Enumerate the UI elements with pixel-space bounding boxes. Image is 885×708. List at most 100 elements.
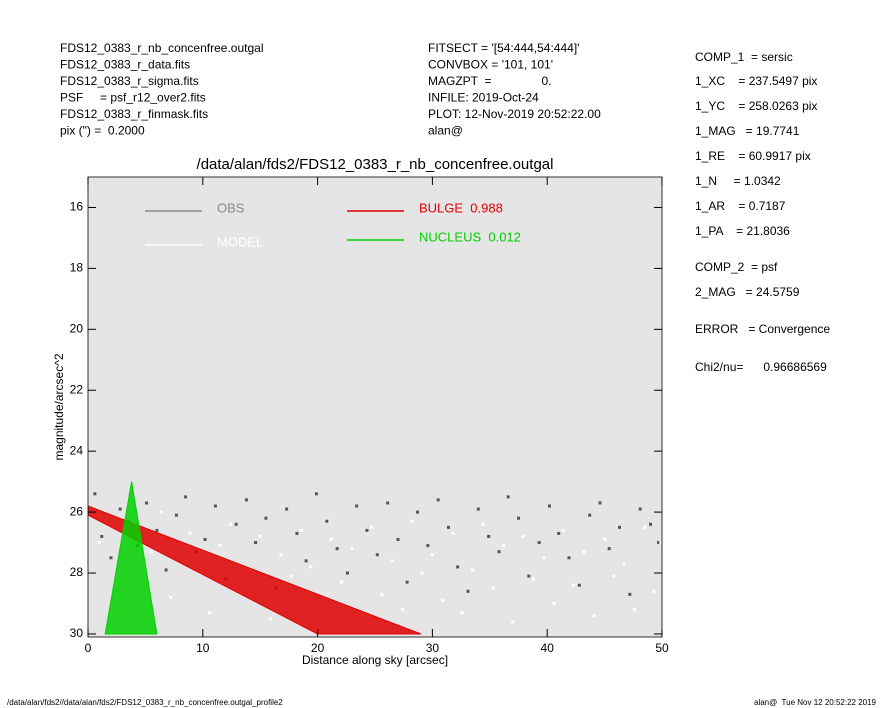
data-point (537, 541, 541, 545)
legend-label: NUCLEUS 0.012 (419, 229, 521, 244)
plot-area (88, 177, 662, 637)
data-point (164, 568, 168, 572)
data-point (420, 571, 424, 575)
header-line: alan@ (428, 124, 463, 138)
data-point (430, 553, 434, 557)
data-point (155, 528, 159, 532)
fit-param: 1_MAG = 19.7741 (695, 124, 800, 138)
header-line: CONVBOX = '101, 101' (428, 58, 553, 72)
data-point (370, 525, 374, 529)
data-point (517, 516, 520, 520)
header-line: FDS12_0383_r_sigma.fits (60, 74, 199, 88)
data-point (109, 556, 113, 560)
profile-area (104, 481, 158, 635)
fit-param: 1_N = 1.0342 (695, 174, 781, 188)
data-point (577, 583, 581, 587)
data-point (100, 534, 104, 538)
data-point (598, 501, 602, 505)
data-point (491, 586, 495, 590)
data-point (213, 504, 217, 508)
data-point (300, 528, 304, 532)
data-point (603, 538, 607, 542)
data-point (476, 507, 480, 511)
chart-title: /data/alan/fds2/FDS12_0383_r_nb_concenfr… (197, 156, 554, 173)
header-line: FITSECT = '[54:444,54:444]' (428, 41, 579, 55)
data-point (285, 507, 289, 511)
data-point (632, 608, 636, 612)
data-point (521, 534, 525, 538)
data-point (527, 574, 531, 578)
header-line: FDS12_0383_r_data.fits (60, 58, 190, 72)
data-point (97, 541, 101, 545)
data-point (234, 522, 238, 526)
data-point (547, 504, 551, 508)
data-point (174, 513, 178, 517)
data-point (309, 565, 313, 569)
fit-param: 1_XC = 237.5497 pix (695, 74, 817, 88)
y-tick-label: 28 (70, 565, 84, 579)
x-axis-label: Distance along sky [arcsec] (302, 653, 448, 667)
data-point (567, 556, 571, 560)
y-tick-label: 24 (70, 443, 84, 457)
data-point (390, 559, 394, 563)
data-point (502, 544, 506, 548)
legend-label: MODEL (217, 234, 263, 249)
header-line: INFILE: 2019-Oct-24 (428, 91, 539, 105)
data-point (557, 531, 561, 535)
data-point (657, 541, 661, 545)
x-tick-label: 40 (541, 641, 555, 655)
data-point (487, 534, 491, 538)
y-tick-label: 30 (70, 626, 84, 640)
plot-frame (87, 176, 663, 638)
data-point (396, 538, 400, 542)
data-point (451, 531, 455, 535)
x-tick-label: 20 (311, 641, 325, 655)
data-point (436, 498, 440, 502)
data-point (401, 608, 405, 612)
data-point (228, 522, 232, 526)
data-point (93, 492, 97, 496)
header-line: FDS12_0383_r_nb_concenfree.outgal (60, 41, 263, 55)
data-point (375, 553, 379, 557)
fit-param: 1_AR = 0.7187 (695, 199, 786, 213)
data-point (460, 611, 464, 615)
data-point (405, 580, 409, 584)
y-tick-label: 16 (70, 200, 84, 214)
data-point (410, 519, 414, 523)
data-point (340, 580, 344, 584)
footer-left: /data/alan/fds2//data/alan/fds2/FDS12_03… (7, 698, 283, 707)
header-line: PSF = psf_r12_over2.fits (60, 91, 206, 105)
data-point (572, 583, 576, 587)
data-point (506, 495, 510, 499)
data-point (149, 550, 153, 554)
legend-label: OBS (217, 200, 245, 215)
data-point (169, 595, 173, 599)
data-point (208, 611, 212, 615)
data-point (145, 501, 149, 505)
data-point (325, 519, 329, 523)
header-line: PLOT: 12-Nov-2019 20:52:22.00 (428, 107, 601, 121)
data-point (335, 547, 339, 551)
data-point (561, 528, 565, 532)
data-point (254, 541, 258, 545)
fit-param: 1_PA = 21.8036 (695, 224, 790, 238)
data-point (258, 534, 262, 538)
data-point (188, 531, 192, 535)
data-point (531, 577, 535, 581)
data-point (269, 617, 273, 621)
fit-param: 2_MAG = 24.5759 (695, 285, 800, 299)
data-point (345, 571, 349, 575)
fit-param: Chi2/nu= 0.96686569 (695, 360, 827, 374)
legend-label: BULGE 0.988 (419, 200, 503, 215)
data-point (552, 601, 556, 605)
data-point (415, 510, 419, 514)
data-point (471, 568, 475, 572)
header-line: pix (") = 0.2000 (60, 124, 145, 138)
data-point (365, 528, 369, 532)
fit-param: 1_RE = 60.9917 pix (695, 149, 811, 163)
x-tick-label: 30 (426, 641, 440, 655)
y-tick-label: 18 (70, 261, 84, 275)
data-point (386, 501, 390, 505)
data-point (643, 525, 647, 529)
